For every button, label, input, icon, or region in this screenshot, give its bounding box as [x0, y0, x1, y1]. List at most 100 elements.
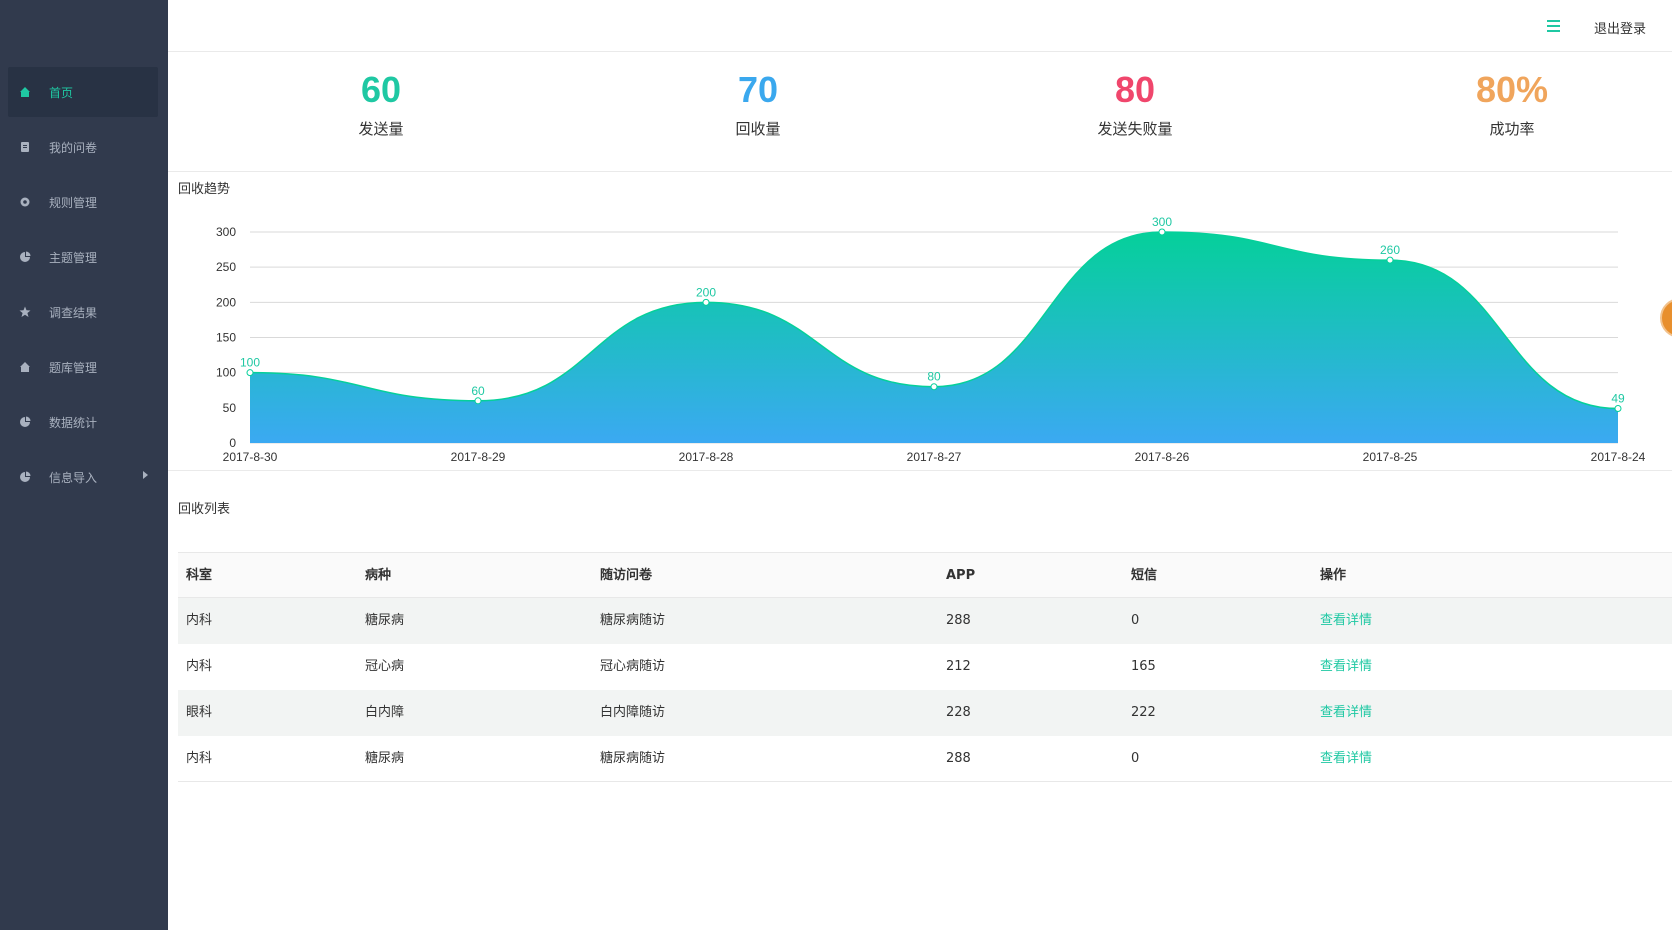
x-tick-label: 2017-8-27	[907, 450, 962, 464]
data-label: 80	[927, 370, 941, 384]
sidebar: 首页 我的问卷 规则管理 主题管理 调查结果 题库管理 数据统计	[0, 0, 168, 930]
x-tick-label: 2017-8-30	[223, 450, 278, 464]
column-header: APP	[946, 568, 976, 583]
y-tick-label: 300	[216, 225, 236, 239]
sidebar-item-label: 规则管理	[49, 195, 98, 210]
sidebar-item-label: 数据统计	[49, 415, 98, 430]
column-header: 科室	[186, 568, 213, 583]
cell-survey: 糖尿病随访	[600, 613, 666, 628]
column-header: 短信	[1131, 568, 1158, 583]
cell-survey: 白内障随访	[600, 705, 666, 720]
chart-title: 回收趋势	[178, 182, 231, 197]
cell-app: 228	[946, 705, 971, 720]
data-label: 300	[1152, 215, 1172, 229]
data-label: 49	[1611, 392, 1625, 406]
y-tick-label: 200	[216, 295, 236, 309]
view-details-link[interactable]: 查看详情	[1320, 705, 1373, 720]
sidebar-item-label: 信息导入	[49, 470, 98, 485]
sidebar-item-label: 题库管理	[49, 360, 98, 375]
star-icon	[17, 304, 33, 320]
cell-app: 288	[946, 613, 971, 628]
sidebar-item-label: 首页	[49, 85, 74, 100]
sidebar-item-label: 调查结果	[49, 305, 98, 320]
sidebar-item-rules[interactable]: 规则管理	[8, 177, 158, 227]
data-label: 60	[471, 384, 485, 398]
y-tick-label: 50	[223, 401, 237, 415]
data-label: 100	[240, 356, 260, 370]
list-title: 回收列表	[178, 502, 231, 517]
column-header: 随访问卷	[600, 568, 653, 583]
cell-disease: 糖尿病	[365, 751, 405, 766]
gear-icon	[17, 194, 33, 210]
home-icon	[17, 359, 33, 375]
stats-panel: 60 发送量 70 回收量 80 发送失败量 80% 成功率	[168, 52, 1672, 172]
stat-label: 发送量	[358, 120, 404, 138]
recovery-table: 科室 病种 随访问卷 APP 短信 操作 内科 糖尿病 糖尿病随访 288 0 …	[178, 552, 1672, 782]
cell-sms: 222	[1131, 705, 1156, 720]
sidebar-item-question-bank[interactable]: 题库管理	[8, 342, 158, 392]
cell-department: 眼科	[186, 705, 213, 720]
data-point[interactable]	[702, 298, 710, 306]
x-tick-label: 2017-8-26	[1135, 450, 1190, 464]
stat-sent: 60 发送量	[281, 70, 481, 139]
data-point[interactable]	[246, 369, 254, 377]
divider	[168, 470, 1672, 471]
sidebar-item-label: 我的问卷	[49, 140, 98, 155]
pie-chart-icon	[17, 249, 33, 265]
view-details-link[interactable]: 查看详情	[1320, 751, 1373, 766]
view-details-link[interactable]: 查看详情	[1320, 659, 1373, 674]
data-point[interactable]	[930, 383, 938, 391]
sidebar-item-topics[interactable]: 主题管理	[8, 232, 158, 282]
recovery-trend-chart: 0 50 100 150 200 250 300 100 2017-8-30 60 2017-8-2…	[216, 215, 1646, 464]
series-area	[250, 232, 1618, 443]
cell-disease: 冠心病	[365, 659, 405, 674]
view-details-link[interactable]: 查看详情	[1320, 613, 1373, 628]
sidebar-item-results[interactable]: 调查结果	[8, 287, 158, 337]
cell-sms: 165	[1131, 659, 1156, 674]
table-header-row: 科室 病种 随访问卷 APP 短信 操作	[178, 552, 1672, 598]
y-tick-label: 100	[216, 366, 236, 380]
hamburger-menu-icon[interactable]	[1547, 20, 1560, 32]
top-bar: 退出登录	[168, 0, 1672, 52]
sidebar-item-my-surveys[interactable]: 我的问卷	[8, 122, 158, 172]
sidebar-item-statistics[interactable]: 数据统计	[8, 397, 158, 447]
data-point[interactable]	[1158, 228, 1166, 236]
stat-value: 80%	[1475, 69, 1549, 110]
pie-chart-icon	[17, 414, 33, 430]
sidebar-item-label: 主题管理	[49, 250, 98, 265]
stat-value: 80	[1114, 69, 1156, 110]
y-tick-label: 250	[216, 260, 236, 274]
chevron-right-icon	[143, 471, 148, 479]
stat-value: 70	[737, 69, 779, 110]
stat-value: 60	[360, 69, 402, 110]
cell-disease: 糖尿病	[365, 613, 405, 628]
cell-app: 288	[946, 751, 971, 766]
document-icon	[17, 139, 33, 155]
y-tick-label: 0	[229, 436, 236, 450]
table-row: 内科 糖尿病 糖尿病随访 288 0 查看详情	[178, 598, 1672, 644]
series-line	[249, 231, 1619, 410]
cell-sms: 0	[1131, 751, 1140, 766]
stat-failed: 80 发送失败量	[1035, 70, 1235, 139]
cell-department: 内科	[186, 613, 213, 628]
x-tick-label: 2017-8-28	[679, 450, 734, 464]
table-row: 眼科 白内障 白内障随访 228 222 查看详情	[178, 690, 1672, 736]
data-point[interactable]	[474, 397, 482, 405]
column-header: 操作	[1320, 568, 1347, 583]
cell-disease: 白内障	[365, 705, 405, 720]
data-point[interactable]	[1386, 256, 1394, 264]
cell-department: 内科	[186, 659, 213, 674]
x-tick-label: 2017-8-25	[1363, 450, 1418, 464]
cell-app: 212	[946, 659, 971, 674]
stat-label: 成功率	[1489, 120, 1535, 138]
sidebar-item-import[interactable]: 信息导入	[8, 452, 158, 502]
column-header: 病种	[365, 568, 392, 583]
data-point[interactable]	[1614, 405, 1622, 413]
y-tick-label: 150	[216, 331, 236, 345]
logout-button[interactable]: 退出登录	[1594, 22, 1647, 37]
data-label: 200	[696, 285, 716, 299]
x-tick-label: 2017-8-29	[451, 450, 506, 464]
cell-department: 内科	[186, 751, 213, 766]
sidebar-item-home[interactable]: 首页	[8, 67, 158, 117]
home-icon	[17, 84, 33, 100]
